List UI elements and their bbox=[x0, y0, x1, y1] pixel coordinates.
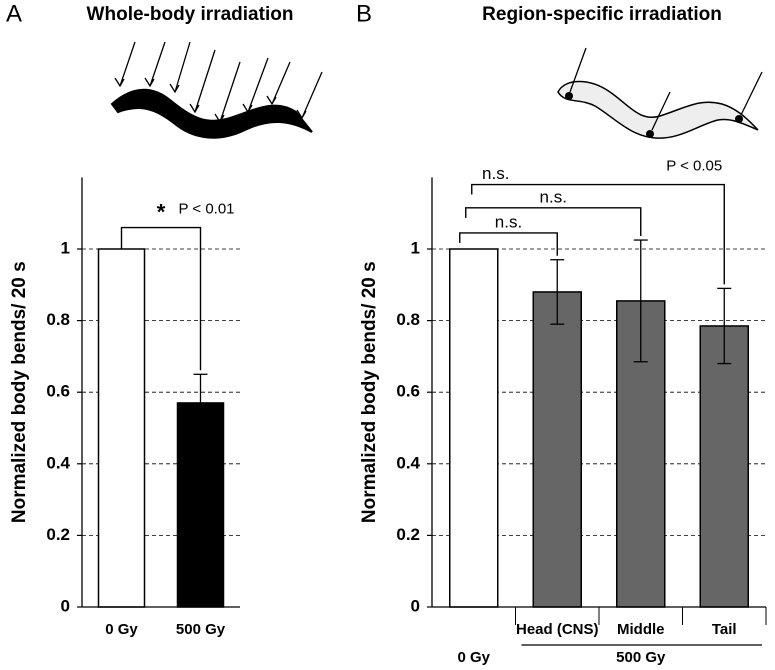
x-tick-label: 500 Gy bbox=[176, 621, 226, 638]
error-bar bbox=[633, 239, 648, 363]
chart-title: Region-specific irradiation bbox=[482, 4, 722, 25]
worm-illustration bbox=[557, 47, 763, 139]
y-tick-label: 0 bbox=[61, 596, 70, 615]
y-tick-label: 0.8 bbox=[396, 310, 420, 329]
panel-label: A bbox=[6, 0, 22, 27]
significance-bracket bbox=[465, 207, 642, 237]
y-tick-label: 0.8 bbox=[46, 310, 70, 329]
bar bbox=[97, 248, 146, 608]
bar bbox=[176, 402, 225, 608]
chart-panel: A Whole-body irradiation Normalized body b… bbox=[6, 0, 293, 638]
worm-illustration bbox=[110, 41, 323, 139]
chart-panel: B Region-specific irradiation Normalized b… bbox=[356, 0, 767, 666]
panel-label: B bbox=[356, 0, 372, 27]
significance-label: n.s. bbox=[540, 187, 567, 206]
y-tick-label: 0.6 bbox=[46, 382, 70, 401]
y-tick-label: 0.2 bbox=[46, 525, 70, 544]
p-value-note: P < 0.01 bbox=[179, 200, 235, 217]
y-tick-label: 0 bbox=[411, 596, 420, 615]
x-tick-label: 0 Gy bbox=[457, 649, 490, 666]
significance-bracket bbox=[459, 232, 558, 256]
error-bar bbox=[193, 373, 208, 433]
y-tick-label: 0.6 bbox=[396, 382, 420, 401]
chart-title: Whole-body irradiation bbox=[87, 4, 294, 25]
significance-label: n.s. bbox=[495, 212, 522, 231]
y-tick-label: 0.4 bbox=[46, 453, 70, 472]
x-tick-label: Head (CNS) bbox=[516, 621, 599, 638]
bar bbox=[449, 248, 499, 608]
bar bbox=[699, 325, 749, 608]
y-tick-label: 0.4 bbox=[396, 453, 420, 472]
y-tick-label: 1 bbox=[411, 238, 420, 257]
group-label: 500 Gy bbox=[616, 649, 666, 666]
x-tick-label: 0 Gy bbox=[105, 621, 138, 638]
y-axis-label: Normalized body bends/ 20 s bbox=[359, 261, 380, 523]
significance-bracket bbox=[120, 226, 202, 371]
x-tick-label: Tail bbox=[712, 621, 737, 638]
y-tick-label: 0.2 bbox=[396, 525, 420, 544]
significance-label: * bbox=[157, 199, 166, 224]
p-value-note: P < 0.05 bbox=[666, 158, 722, 175]
bar bbox=[532, 291, 582, 608]
error-bar bbox=[717, 287, 732, 365]
y-tick-label: 1 bbox=[61, 238, 70, 257]
y-axis-label: Normalized body bends/ 20 s bbox=[9, 261, 30, 523]
x-tick-label: Middle bbox=[617, 621, 665, 638]
error-bar bbox=[550, 259, 565, 325]
significance-bracket bbox=[471, 183, 725, 285]
significance-label: n.s. bbox=[482, 164, 509, 183]
